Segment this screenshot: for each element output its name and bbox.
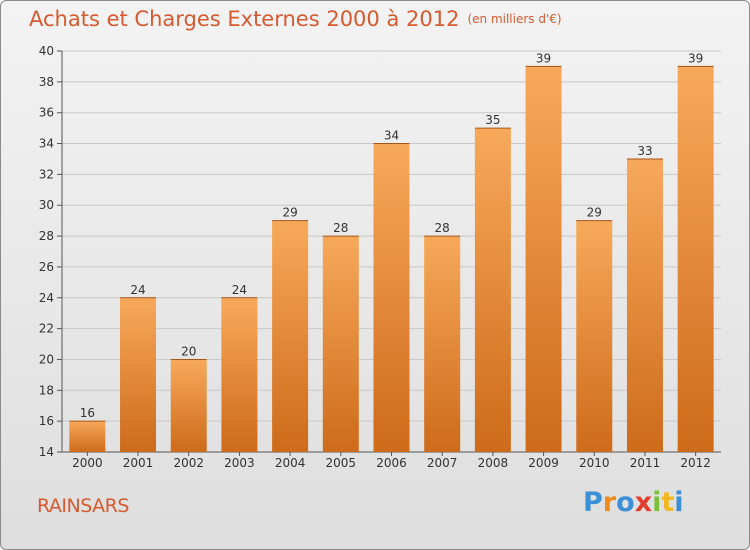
y-tick-label: 32 [39, 167, 54, 181]
y-tick-label: 24 [39, 291, 54, 305]
x-tick-label: 2012 [680, 456, 711, 470]
bar [677, 66, 714, 452]
x-tick-label: 2008 [478, 456, 509, 470]
y-tick-label: 22 [39, 322, 54, 336]
bar [576, 220, 613, 452]
y-tick-label: 20 [39, 352, 54, 366]
commune-name: RAINSARS [37, 495, 129, 517]
y-tick-label: 34 [39, 137, 54, 151]
bar [69, 421, 106, 452]
y-tick-label: 26 [39, 260, 54, 274]
brand-letter: x [634, 487, 653, 518]
bar [626, 158, 663, 452]
x-tick-label: 2005 [326, 456, 357, 470]
x-tick-label: 2010 [579, 456, 610, 470]
data-label: 28 [333, 221, 348, 235]
y-tick-label: 14 [39, 445, 54, 459]
data-label: 33 [637, 144, 652, 158]
data-label: 39 [536, 51, 551, 65]
y-tick-label: 28 [39, 229, 54, 243]
x-tick-label: 2007 [427, 456, 458, 470]
bar [525, 66, 562, 452]
bar [170, 359, 207, 452]
y-tick-label: 18 [39, 383, 54, 397]
data-label: 24 [232, 283, 247, 297]
brand-letter: i [674, 487, 684, 518]
data-label: 29 [587, 206, 602, 220]
bar [373, 143, 410, 453]
chart-subtitle: (en milliers d'€) [467, 12, 562, 26]
brand-letter: r [602, 487, 617, 518]
brand-letter: t [661, 487, 675, 518]
data-label: 20 [181, 344, 196, 358]
y-tick-label: 38 [39, 75, 54, 89]
data-label: 29 [282, 206, 297, 220]
data-label: 34 [384, 129, 399, 143]
x-tick-label: 2000 [72, 456, 103, 470]
x-tick-label: 2004 [275, 456, 306, 470]
chart-title: Achats et Charges Externes 2000 à 2012 (e… [29, 7, 562, 31]
brand-letter: o [616, 487, 635, 518]
bar [322, 236, 359, 452]
y-tick-label: 36 [39, 106, 54, 120]
x-tick-label: 2011 [630, 456, 661, 470]
x-tick-label: 2002 [173, 456, 204, 470]
bar [221, 297, 258, 452]
data-label: 16 [80, 406, 95, 420]
x-tick-label: 2001 [123, 456, 154, 470]
bar [424, 236, 461, 452]
chart-title-text: Achats et Charges Externes 2000 à 2012 [29, 7, 460, 31]
bar [272, 220, 309, 452]
x-tick-label: 2003 [224, 456, 255, 470]
data-label: 35 [485, 113, 500, 127]
data-label: 24 [130, 283, 145, 297]
bar [120, 297, 157, 452]
brand-logo: Proxiti [583, 487, 684, 518]
y-tick-label: 30 [39, 198, 54, 212]
brand-letter: P [583, 487, 603, 518]
y-tick-label: 40 [39, 44, 54, 58]
data-label: 39 [688, 51, 703, 65]
x-tick-label: 2006 [376, 456, 407, 470]
bar [474, 128, 511, 452]
brand-letter: i [652, 487, 662, 518]
y-tick-label: 16 [39, 414, 54, 428]
x-tick-label: 2009 [528, 456, 559, 470]
data-label: 28 [435, 221, 450, 235]
